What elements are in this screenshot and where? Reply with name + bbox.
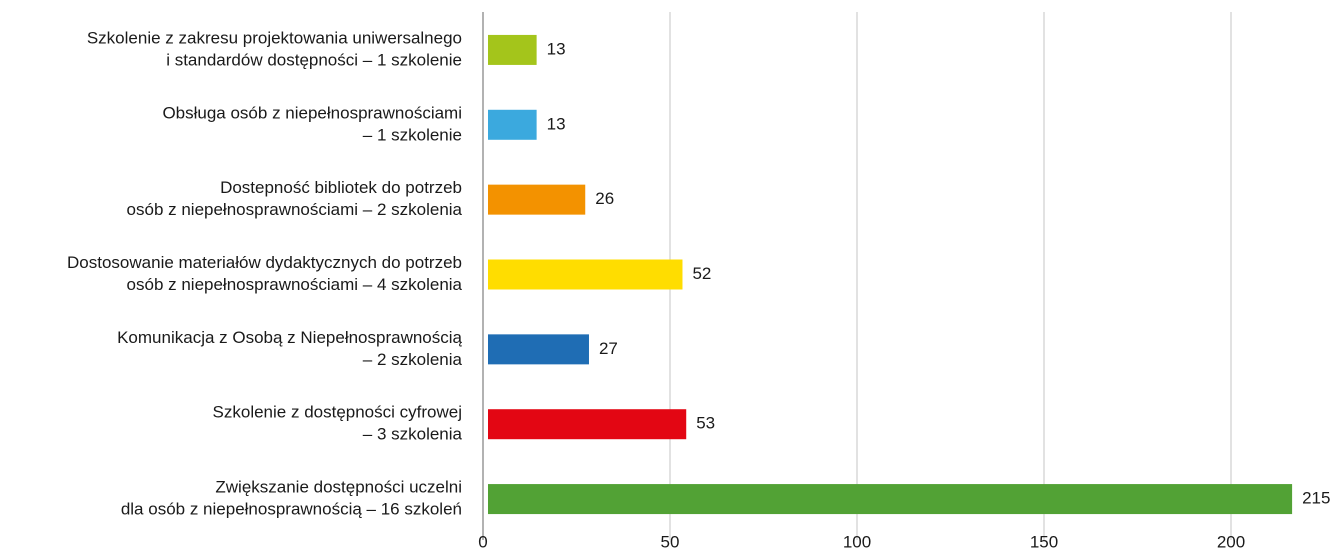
value-label: 215 xyxy=(1302,489,1330,508)
category-label: Komunikacja z Osobą z Niepełnosprawności… xyxy=(117,328,462,347)
bar xyxy=(488,409,687,440)
category-label: Obsługa osób z niepełnosprawnościami xyxy=(162,103,462,122)
value-label: 13 xyxy=(547,39,566,58)
category-label: osób z niepełnosprawnościami – 4 szkolen… xyxy=(127,275,463,294)
value-label: 52 xyxy=(692,264,711,283)
x-tick-label: 150 xyxy=(1030,532,1058,551)
x-tick-label: 200 xyxy=(1217,532,1245,551)
x-tick-label: 50 xyxy=(661,532,680,551)
value-label: 13 xyxy=(547,114,566,133)
x-tick-label: 100 xyxy=(843,532,871,551)
value-label: 26 xyxy=(595,189,614,208)
category-label: Dostepność bibliotek do potrzeb xyxy=(220,178,462,197)
category-label: Szkolenie z zakresu projektowania uniwer… xyxy=(87,28,462,47)
category-label: dla osób z niepełnosprawnością – 16 szko… xyxy=(121,500,462,519)
x-tick-label: 0 xyxy=(478,532,487,551)
value-label: 27 xyxy=(599,339,618,358)
category-label: Dostosowanie materiałów dydaktycznych do… xyxy=(67,253,462,272)
bar xyxy=(488,109,537,140)
bar xyxy=(488,334,589,365)
category-label: osób z niepełnosprawnościami – 2 szkolen… xyxy=(127,200,463,219)
bar xyxy=(488,259,683,290)
bar xyxy=(488,184,586,215)
category-label: Zwiększanie dostępności uczelni xyxy=(215,478,462,497)
category-label: Szkolenie z dostępności cyfrowej xyxy=(213,403,462,422)
bar xyxy=(488,484,1293,515)
bar xyxy=(488,34,537,65)
category-label: i standardów dostępności – 1 szkolenie xyxy=(166,50,462,69)
category-label: – 1 szkolenie xyxy=(363,125,462,144)
category-label: – 3 szkolenia xyxy=(363,425,463,444)
value-label: 53 xyxy=(696,414,715,433)
category-label: – 2 szkolenia xyxy=(363,350,463,369)
